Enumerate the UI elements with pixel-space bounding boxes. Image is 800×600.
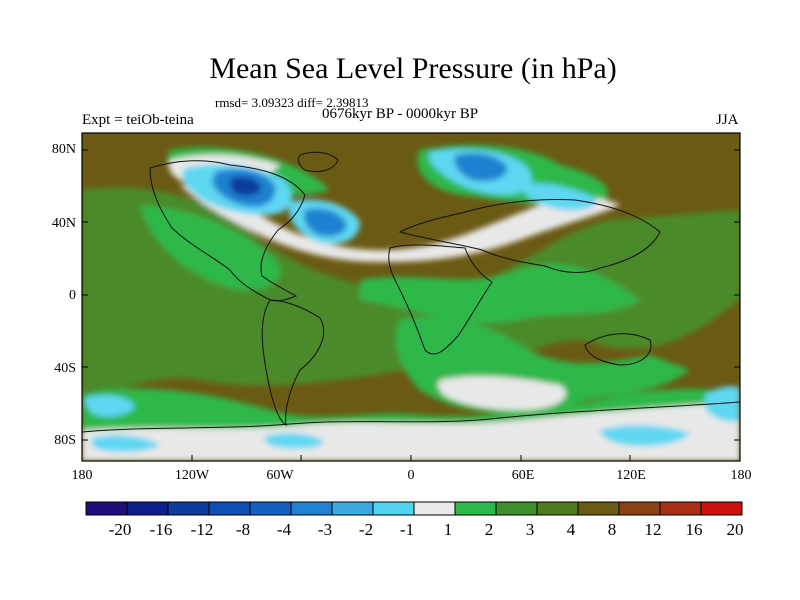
season-label: JJA	[716, 112, 739, 128]
field-neutral-north	[180, 185, 620, 262]
lon-tick-120e: 120E	[616, 468, 646, 483]
colorbar-label: -4	[276, 520, 292, 539]
colorbar	[85, 501, 743, 516]
field-blue-ant-e	[600, 425, 690, 447]
field-blue-asia	[520, 183, 596, 211]
lon-tick-60e: 60E	[511, 468, 535, 483]
field-neutral-sio	[437, 376, 566, 411]
colorbar-swatch	[413, 501, 456, 516]
colorbar-swatch	[495, 501, 538, 516]
colorbar-swatch	[454, 501, 497, 516]
colorbar-swatch	[659, 501, 702, 516]
field-neutral-antarctic	[82, 402, 740, 461]
colorbar-swatch	[208, 501, 251, 516]
lon-tick-0: 0	[407, 468, 415, 483]
lat-tick-0: 0	[69, 288, 76, 303]
south-america-coast	[261, 299, 325, 426]
colorbar-swatch	[167, 501, 210, 516]
colorbar-swatch	[618, 501, 661, 516]
colorbar-label: -12	[190, 520, 214, 539]
colorbar-label: -20	[108, 520, 132, 539]
lon-tick-60w: 60W	[266, 468, 294, 483]
colorbar-swatch	[85, 501, 128, 516]
colorbar-swatch	[577, 501, 620, 516]
field-blue-spac	[84, 394, 135, 417]
colorbar-label: 16	[685, 520, 703, 539]
colorbar-label: -16	[149, 520, 173, 539]
colorbar-swatch	[126, 501, 169, 516]
africa-coast	[388, 244, 493, 355]
colorbar-label: 8	[607, 520, 617, 539]
chart-title: Mean Sea Level Pressure (in hPa)	[209, 52, 617, 85]
field-deep-na	[230, 176, 262, 196]
period-line: 0676kyr BP - 0000kyr BP	[322, 106, 479, 122]
tick-marks	[82, 149, 740, 461]
lon-tick-180w: 180	[71, 468, 93, 483]
lat-tick-80n: 80N	[51, 142, 76, 157]
colorbar-swatch	[249, 501, 292, 516]
eurasia-coast	[398, 199, 661, 273]
greenland-coast	[297, 151, 339, 173]
colorbar-label: 3	[525, 520, 535, 539]
australia-coast	[584, 333, 652, 366]
lon-tick-180e: 180	[730, 468, 752, 483]
north-america-coast	[149, 160, 306, 302]
colorbar-swatch	[331, 501, 374, 516]
field-blue-ant-c	[264, 433, 325, 449]
field-green-na	[140, 205, 281, 291]
lat-tick-80s: 80S	[54, 433, 76, 448]
colorbar-swatch	[536, 501, 579, 516]
colorbar-label: -2	[358, 520, 374, 539]
lat-tick-40n: 40N	[51, 216, 76, 231]
field-core-eu	[454, 153, 508, 182]
colorbar-label: 4	[566, 520, 576, 539]
stats-line: rmsd= 3.09323 diff= 2.39813	[215, 95, 369, 110]
experiment-label: Expt = teiOb-teina	[82, 112, 194, 128]
coastlines	[82, 151, 740, 433]
anomaly-field	[82, 133, 740, 461]
colorbar-label: -3	[317, 520, 333, 539]
field-core-atl	[304, 208, 347, 237]
colorbar-label: 2	[484, 520, 494, 539]
colorbar-swatch	[700, 501, 743, 516]
field-blue-spac-e	[705, 386, 740, 422]
lon-tick-120w: 120W	[174, 468, 210, 483]
field-blue-ant-w	[91, 435, 160, 453]
colorbar-label: -8	[235, 520, 251, 539]
colorbar-swatch	[372, 501, 415, 516]
colorbar-label: 12	[644, 520, 662, 539]
field-green-tropics	[360, 264, 640, 323]
antarctica-coast	[82, 401, 740, 433]
colorbar-swatch	[290, 501, 333, 516]
colorbar-label: 1	[443, 520, 453, 539]
colorbar-label: -1	[399, 520, 415, 539]
colorbar-label: 20	[726, 520, 744, 539]
lat-tick-40s: 40S	[54, 361, 76, 376]
